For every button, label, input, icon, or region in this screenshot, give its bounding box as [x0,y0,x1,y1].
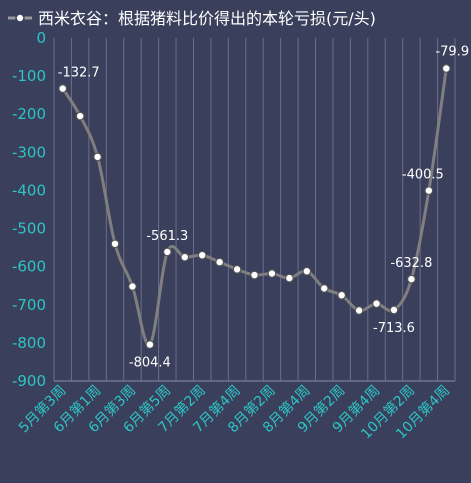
data-label: -400.5 [402,168,444,183]
data-point [215,257,225,267]
y-tick-label: 0 [36,29,46,47]
legend: 西米衣谷：根据猪料比价得出的本轮亏损(元/头) [8,9,376,28]
y-tick-label: -900 [12,372,46,390]
data-label: -632.8 [390,256,432,271]
data-point [267,269,277,278]
data-label: -79.9 [435,44,469,59]
data-point [424,186,434,196]
y-tick-label: -400 [12,181,46,199]
y-tick-label: -300 [12,143,46,161]
data-point [162,247,172,257]
data-point [197,250,207,260]
data-label: -804.4 [129,356,171,371]
y-tick-label: -500 [12,220,46,238]
data-point [389,305,399,315]
y-tick-label: -200 [12,105,46,123]
data-point [441,64,451,73]
data-point [337,290,347,300]
series-line [61,68,448,347]
data-point [319,283,329,293]
data-point [93,152,102,162]
data-point [407,274,416,284]
data-point [232,264,242,274]
y-tick-label: -100 [12,67,46,85]
data-point [284,273,294,283]
data-point [302,266,312,276]
data-point [180,252,190,262]
data-point [75,111,85,121]
legend-label: 西米衣谷：根据猪料比价得出的本轮亏损(元/头) [38,9,376,28]
data-point [145,340,155,349]
data-label: -132.7 [58,66,100,81]
data-label: -713.6 [373,321,415,336]
data-point [250,270,259,280]
y-tick-label: -800 [12,334,46,352]
y-tick-label: -600 [12,258,46,276]
data-point [58,84,68,93]
y-tick-label: -700 [12,296,46,314]
data-point [372,299,381,309]
data-point [354,306,364,315]
legend-marker-icon [15,13,25,23]
data-point [128,282,137,291]
data-label: -561.3 [146,229,188,244]
data-point [110,239,120,249]
